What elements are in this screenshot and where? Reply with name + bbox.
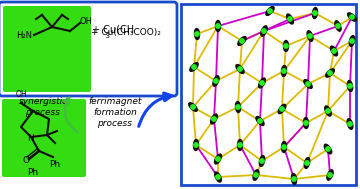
Circle shape bbox=[280, 107, 284, 111]
Text: + Cu(CH: + Cu(CH bbox=[92, 24, 134, 34]
Text: Ph: Ph bbox=[27, 168, 39, 177]
Ellipse shape bbox=[261, 26, 267, 36]
Circle shape bbox=[336, 24, 340, 28]
Circle shape bbox=[328, 71, 332, 75]
Ellipse shape bbox=[216, 20, 221, 32]
Circle shape bbox=[288, 17, 292, 21]
Ellipse shape bbox=[304, 80, 312, 88]
Circle shape bbox=[292, 177, 296, 181]
Text: Ph: Ph bbox=[49, 160, 60, 169]
Ellipse shape bbox=[215, 172, 221, 182]
Ellipse shape bbox=[253, 170, 259, 180]
Circle shape bbox=[326, 109, 330, 113]
Text: + Cu(CH₃COO)₂: + Cu(CH₃COO)₂ bbox=[91, 28, 161, 36]
Ellipse shape bbox=[307, 31, 313, 41]
Circle shape bbox=[258, 119, 262, 123]
Circle shape bbox=[305, 161, 309, 165]
Circle shape bbox=[308, 34, 312, 38]
Circle shape bbox=[350, 15, 354, 19]
FancyArrowPatch shape bbox=[139, 93, 172, 126]
Circle shape bbox=[304, 121, 308, 125]
FancyBboxPatch shape bbox=[0, 2, 177, 96]
Text: OH: OH bbox=[15, 90, 27, 99]
Circle shape bbox=[254, 173, 258, 177]
Ellipse shape bbox=[190, 63, 198, 71]
Ellipse shape bbox=[303, 118, 309, 129]
Circle shape bbox=[238, 67, 242, 71]
Ellipse shape bbox=[256, 117, 264, 125]
FancyArrowPatch shape bbox=[64, 98, 78, 132]
Ellipse shape bbox=[215, 154, 221, 164]
Circle shape bbox=[282, 145, 286, 149]
Circle shape bbox=[332, 49, 336, 53]
Ellipse shape bbox=[213, 76, 219, 86]
Circle shape bbox=[238, 143, 242, 147]
Circle shape bbox=[214, 79, 218, 83]
Circle shape bbox=[192, 65, 196, 69]
Ellipse shape bbox=[335, 21, 341, 31]
Ellipse shape bbox=[238, 139, 243, 150]
Ellipse shape bbox=[238, 37, 246, 45]
Text: O: O bbox=[22, 156, 30, 165]
Ellipse shape bbox=[236, 64, 244, 74]
Circle shape bbox=[236, 105, 240, 109]
Circle shape bbox=[306, 82, 310, 86]
Circle shape bbox=[216, 175, 220, 179]
Ellipse shape bbox=[347, 119, 353, 129]
Ellipse shape bbox=[330, 46, 338, 56]
Circle shape bbox=[313, 11, 317, 15]
Ellipse shape bbox=[259, 156, 265, 166]
Circle shape bbox=[216, 157, 220, 161]
Ellipse shape bbox=[211, 114, 217, 124]
Ellipse shape bbox=[327, 170, 333, 180]
Circle shape bbox=[268, 9, 272, 13]
FancyBboxPatch shape bbox=[3, 6, 91, 92]
Circle shape bbox=[326, 147, 330, 151]
Ellipse shape bbox=[287, 14, 293, 24]
Ellipse shape bbox=[278, 104, 286, 114]
Text: 3: 3 bbox=[92, 33, 110, 39]
Circle shape bbox=[194, 143, 198, 147]
Ellipse shape bbox=[325, 69, 334, 77]
Circle shape bbox=[282, 69, 286, 73]
Ellipse shape bbox=[193, 139, 198, 150]
Circle shape bbox=[348, 122, 352, 126]
Text: N: N bbox=[28, 134, 34, 143]
Text: ferrimagnet
formation
process: ferrimagnet formation process bbox=[88, 97, 142, 128]
Ellipse shape bbox=[189, 103, 197, 111]
Ellipse shape bbox=[349, 36, 355, 46]
Text: synergistic
process: synergistic process bbox=[18, 97, 68, 117]
Ellipse shape bbox=[283, 40, 288, 51]
Ellipse shape bbox=[324, 144, 332, 154]
Circle shape bbox=[262, 29, 266, 33]
Ellipse shape bbox=[282, 142, 287, 153]
Circle shape bbox=[212, 117, 216, 121]
Circle shape bbox=[216, 24, 220, 28]
Ellipse shape bbox=[292, 174, 297, 184]
Text: H₂N: H₂N bbox=[16, 32, 32, 40]
Ellipse shape bbox=[235, 101, 240, 112]
Circle shape bbox=[260, 81, 264, 85]
FancyBboxPatch shape bbox=[2, 99, 86, 177]
Ellipse shape bbox=[282, 66, 287, 77]
Circle shape bbox=[260, 159, 264, 163]
Ellipse shape bbox=[312, 8, 318, 19]
Ellipse shape bbox=[325, 106, 331, 116]
Ellipse shape bbox=[258, 78, 265, 88]
Circle shape bbox=[328, 173, 332, 177]
Circle shape bbox=[348, 84, 352, 88]
FancyBboxPatch shape bbox=[181, 4, 356, 185]
Ellipse shape bbox=[347, 81, 353, 91]
Circle shape bbox=[240, 39, 244, 43]
Circle shape bbox=[195, 32, 199, 36]
Circle shape bbox=[284, 44, 288, 48]
Circle shape bbox=[350, 39, 354, 43]
Circle shape bbox=[191, 105, 195, 109]
Ellipse shape bbox=[194, 29, 199, 40]
Ellipse shape bbox=[266, 7, 274, 15]
Ellipse shape bbox=[348, 13, 356, 21]
Text: OH: OH bbox=[80, 18, 93, 26]
Ellipse shape bbox=[304, 158, 310, 168]
